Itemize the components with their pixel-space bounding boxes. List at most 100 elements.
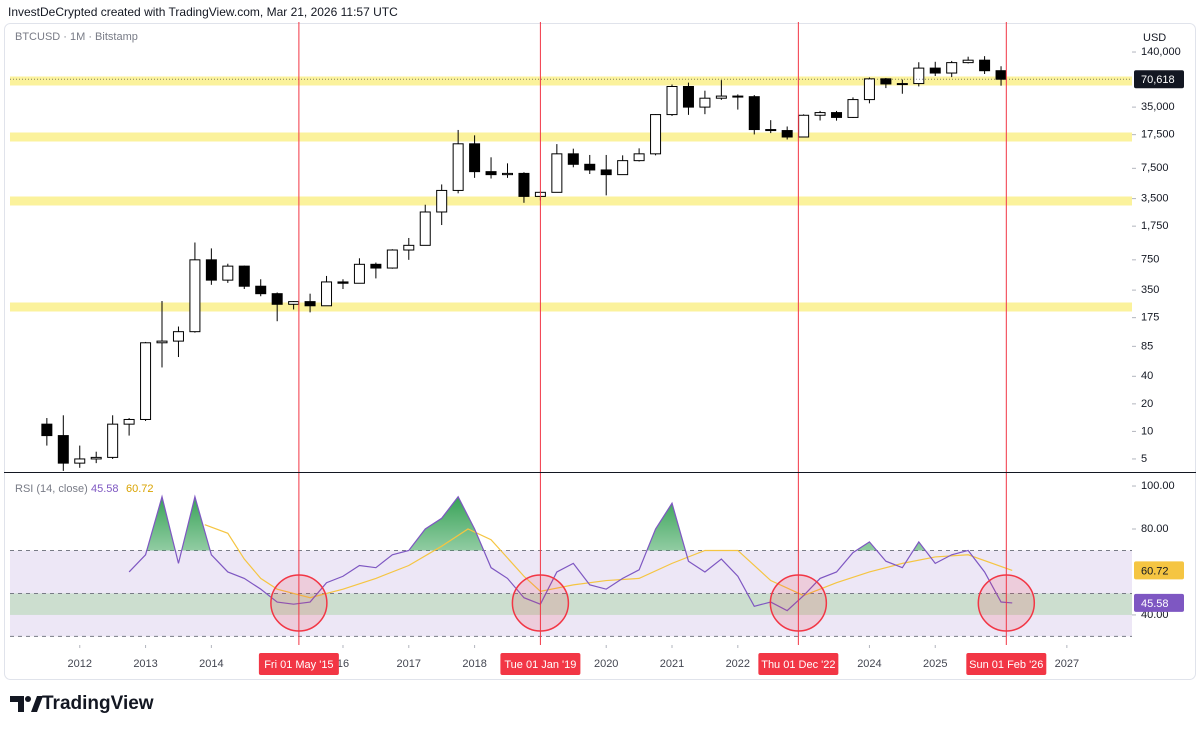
caption: InvestDeCrypted created with TradingView…	[8, 5, 398, 19]
candle-body	[370, 263, 382, 269]
candle-body	[617, 160, 629, 176]
candle-body	[732, 95, 744, 98]
y-tick-label: 140,000	[1141, 46, 1181, 58]
candle-body	[880, 78, 892, 85]
event-label: Fri 01 May '15	[264, 659, 333, 671]
y-tick-label: 40	[1141, 370, 1153, 382]
y-tick-label: 175	[1141, 312, 1159, 324]
candle-body	[255, 285, 267, 295]
candle-body	[633, 153, 645, 162]
candle-body	[469, 143, 481, 173]
candle-body	[452, 143, 464, 191]
y-tick-label: 80.00	[1141, 523, 1169, 535]
y-tick-label: 750	[1141, 254, 1159, 266]
candle-body	[156, 340, 168, 344]
x-tick-label: 2025	[923, 658, 947, 670]
brand-logo	[10, 696, 43, 712]
candle-body	[288, 301, 300, 305]
y-tick-label: 100.00	[1141, 480, 1175, 492]
candle-body	[831, 112, 843, 118]
x-tick-label: 2024	[857, 658, 881, 670]
chart-frame	[4, 23, 1196, 680]
candle-body	[107, 423, 119, 458]
rsi-line	[128, 494, 1013, 612]
candle-body	[189, 259, 201, 333]
candle-body	[518, 172, 530, 197]
candle-body	[847, 99, 859, 118]
rsi-line	[204, 524, 1013, 599]
y-tick-label: 1,750	[1141, 220, 1169, 232]
candle-body	[304, 301, 316, 307]
value-box	[1134, 593, 1184, 612]
x-tick-label: 2020	[594, 658, 618, 670]
candle-body	[962, 59, 974, 64]
event-label: Thu 01 Dec '22	[761, 659, 835, 671]
y-tick-label: 20	[1141, 398, 1153, 410]
x-tick-label: 16	[337, 658, 349, 670]
y-tick-label: 5	[1141, 453, 1147, 465]
candle-body	[600, 169, 612, 176]
event-label-box	[966, 653, 1047, 675]
candle-body	[682, 85, 694, 108]
candle-body	[238, 265, 250, 287]
x-tick-label: 2014	[199, 658, 223, 670]
candle-body	[337, 281, 349, 284]
candle-body	[205, 259, 217, 281]
value-label: 60.72	[1141, 565, 1169, 577]
event-label: Tue 01 Jan '19	[504, 659, 576, 671]
candle-body	[485, 171, 497, 176]
candle-body	[863, 78, 875, 101]
event-circle	[769, 574, 828, 632]
value-box	[1134, 561, 1184, 580]
y-tick-label: 350	[1141, 284, 1159, 296]
x-tick-label: 2012	[68, 658, 92, 670]
x-tick-label: 2022	[726, 658, 750, 670]
candle-body	[748, 96, 760, 131]
rsi-title: RSI (14, close)	[15, 483, 88, 495]
y-tick-label: 35,000	[1141, 101, 1175, 113]
candle-body	[995, 70, 1007, 80]
x-tick-label: 2021	[660, 658, 684, 670]
rsi-legend-value: 45.58	[91, 483, 119, 495]
chart-title: BTCUSD · 1M · Bitstamp	[15, 31, 138, 43]
candle-body	[419, 211, 431, 246]
event-circle	[977, 574, 1036, 632]
candle-body	[123, 418, 135, 425]
event-circle	[511, 574, 570, 632]
event-label-box	[258, 653, 339, 675]
rsi-ma-legend-value: 60.72	[126, 483, 154, 495]
candle-body	[781, 130, 793, 138]
candle-body	[979, 59, 991, 72]
x-tick-label: 2013	[133, 658, 157, 670]
candle-body	[584, 163, 596, 171]
candle-body	[222, 265, 234, 281]
candle-body	[140, 342, 152, 420]
candle-body	[386, 249, 398, 269]
candle-body	[271, 293, 283, 305]
event-label-box	[500, 653, 581, 675]
candle-body	[929, 67, 941, 74]
candle-body	[666, 85, 678, 116]
candle-body	[650, 114, 662, 155]
brand: TradingView	[42, 693, 154, 714]
y-tick-label: 10	[1141, 425, 1153, 437]
candle-body	[353, 263, 365, 284]
candle-body	[74, 458, 86, 464]
value-label: 45.58	[1141, 598, 1169, 610]
event-label-box	[758, 653, 839, 675]
x-tick-label: 2018	[462, 658, 486, 670]
candle-body	[57, 435, 69, 464]
candle-body	[896, 83, 908, 86]
y-tick-label: 3,500	[1141, 193, 1169, 205]
candle-body	[798, 114, 810, 138]
candle-body	[699, 97, 711, 108]
x-tick-label: 2027	[1055, 658, 1079, 670]
event-circle	[270, 574, 328, 632]
candle-body	[946, 62, 958, 74]
chart-layer: 5 10 20 40 85 175 350 750 1,750 3,500 7,500 17,500 3…	[10, 22, 1184, 675]
candle-body	[90, 456, 102, 460]
candle-body	[403, 244, 415, 251]
candle-body	[567, 153, 579, 165]
